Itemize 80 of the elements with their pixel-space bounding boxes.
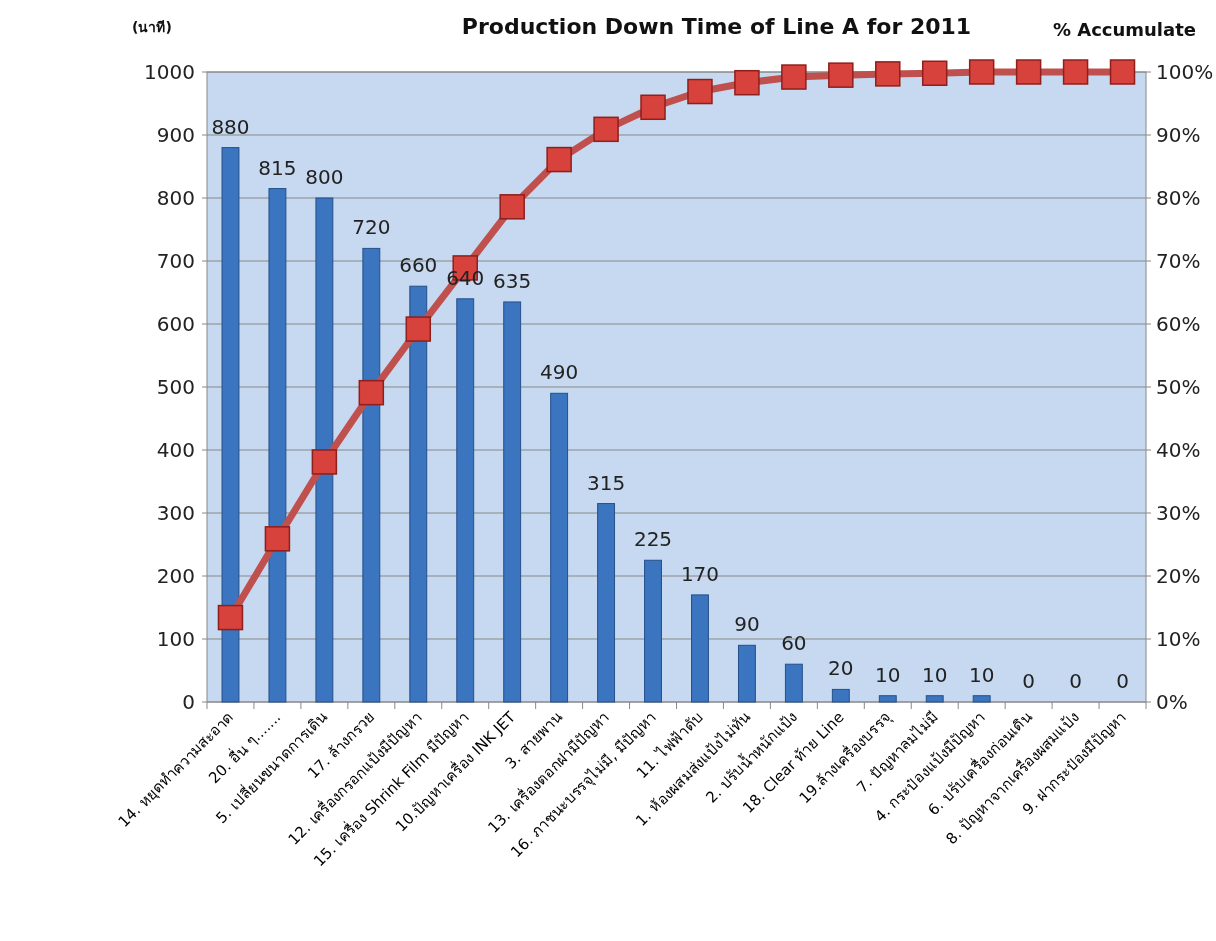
bar [221, 147, 240, 703]
point [1062, 59, 1089, 85]
bar [691, 594, 709, 703]
point [734, 69, 760, 96]
bar [268, 188, 287, 703]
data-label: 225 [633, 527, 673, 552]
point [781, 64, 807, 90]
y2-tick-label: 40% [1156, 438, 1201, 462]
bar [456, 298, 475, 703]
y-tick-label: 200 [156, 564, 195, 588]
point [405, 316, 432, 342]
bar [878, 695, 897, 703]
y2-tick-label: 20% [1156, 564, 1201, 588]
point [921, 60, 948, 87]
point [593, 116, 619, 143]
data-label: 170 [680, 561, 720, 586]
y2-axis-title: % Accumulate [1052, 19, 1196, 40]
data-label: 90 [734, 612, 760, 637]
point [828, 62, 854, 88]
data-label: 880 [211, 114, 250, 139]
y2-tick-label: 70% [1156, 249, 1201, 273]
point [1109, 59, 1136, 85]
point [311, 449, 338, 475]
point [499, 194, 525, 220]
y-tick-label: 0 [182, 690, 195, 714]
y2-tick-label: 0% [1156, 690, 1188, 714]
y-tick-label: 800 [156, 186, 195, 210]
y2-tick-label: 80% [1156, 186, 1201, 210]
data-label: 10 [875, 662, 901, 687]
y-tick-label: 400 [156, 438, 195, 462]
y2-tick-label: 10% [1156, 627, 1201, 651]
data-label: 490 [540, 360, 579, 385]
bar [550, 392, 569, 703]
y-tick-label: 100 [156, 627, 195, 651]
data-label: 20 [828, 656, 854, 681]
point [358, 379, 385, 406]
point [546, 146, 572, 173]
point [687, 78, 713, 105]
bar [644, 559, 662, 703]
data-label: 660 [399, 253, 438, 278]
data-label: 0 [1022, 669, 1035, 693]
chart-title: Production Down Time of Line A for 2011 [461, 14, 972, 39]
y2-tick-label: 30% [1156, 501, 1201, 525]
y-tick-label: 600 [156, 312, 195, 336]
point [875, 61, 901, 87]
bar [362, 247, 381, 703]
bar [972, 695, 991, 703]
point [217, 604, 244, 631]
y2-tick-label: 50% [1156, 375, 1201, 399]
bar [831, 688, 850, 703]
data-label: 10 [922, 662, 948, 687]
bar [597, 503, 616, 703]
data-label: 815 [258, 155, 297, 180]
data-label: 635 [493, 268, 532, 293]
bar [503, 301, 522, 703]
y-tick-label: 1000 [144, 60, 195, 84]
point [1015, 59, 1042, 85]
data-label: 10 [968, 662, 995, 687]
point [968, 59, 995, 85]
data-label: 60 [781, 631, 807, 656]
y-tick-label: 700 [156, 249, 195, 273]
y-tick-label: 300 [156, 501, 195, 525]
data-label: 800 [305, 165, 344, 189]
point [640, 94, 666, 121]
y-axis-title: (นาที) [132, 19, 172, 35]
data-label: 720 [352, 215, 391, 240]
y2-tick-label: 100% [1156, 60, 1214, 84]
y2-tick-label: 90% [1156, 123, 1201, 147]
bar [784, 663, 803, 703]
data-label: 0 [1069, 669, 1082, 693]
bar [737, 644, 756, 703]
bar [409, 285, 428, 703]
data-label: 0 [1116, 669, 1129, 693]
bar [315, 197, 334, 703]
y2-tick-label: 60% [1156, 312, 1201, 336]
bar [925, 695, 944, 703]
y-tick-label: 500 [156, 375, 195, 399]
point [264, 526, 291, 552]
data-label: 315 [586, 470, 626, 495]
y-tick-label: 900 [156, 123, 195, 147]
